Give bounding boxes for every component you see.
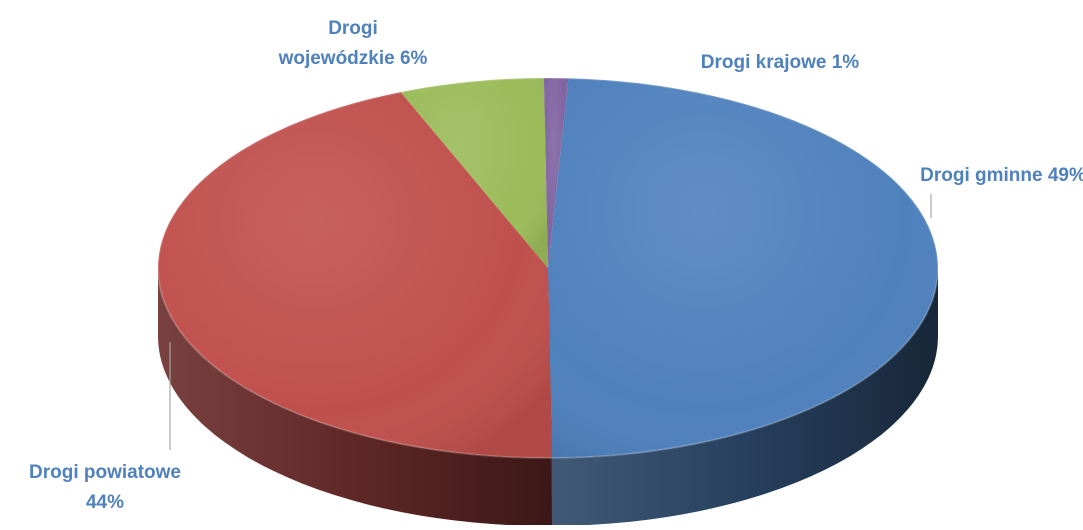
- data-label-drogi-powiatowe: Drogi powiatowe 44%: [29, 462, 181, 513]
- data-label-drogi-wojewodzkie-line-1: Drogi: [328, 18, 378, 39]
- slice-shine-drogi-powiatowe: [157, 92, 553, 458]
- leader-lines: [169, 194, 932, 450]
- pie-rim: [157, 77, 939, 459]
- pie-tops: [157, 77, 939, 459]
- data-label-drogi-powiatowe-line-2: 44%: [86, 492, 124, 513]
- slice-shine-drogi-gminne: [548, 78, 939, 458]
- data-label-drogi-wojewodzkie-line-2: wojewódzkie 6%: [278, 48, 428, 69]
- data-label-drogi-wojewodzkie: Drogi wojewódzkie 6%: [278, 18, 428, 69]
- data-labels: Drogi gminne 49% Drogi powiatowe 44% Drogi w…: [29, 18, 1083, 513]
- data-label-drogi-gminne-line-1: Drogi gminne 49%: [920, 165, 1083, 186]
- slice-shine-drogi-krajowe: [543, 78, 569, 268]
- side-shade-drogi-powiatowe: [158, 268, 553, 526]
- data-label-drogi-powiatowe-line-1: Drogi powiatowe: [29, 462, 181, 483]
- data-label-drogi-krajowe-line-1: Drogi krajowe 1%: [701, 52, 859, 73]
- side-shade-drogi-gminne: [552, 268, 938, 526]
- data-label-drogi-krajowe: Drogi krajowe 1%: [701, 52, 859, 73]
- slice-shine-drogi-wojewodzkie: [400, 78, 548, 269]
- data-label-drogi-gminne: Drogi gminne 49%: [920, 165, 1083, 186]
